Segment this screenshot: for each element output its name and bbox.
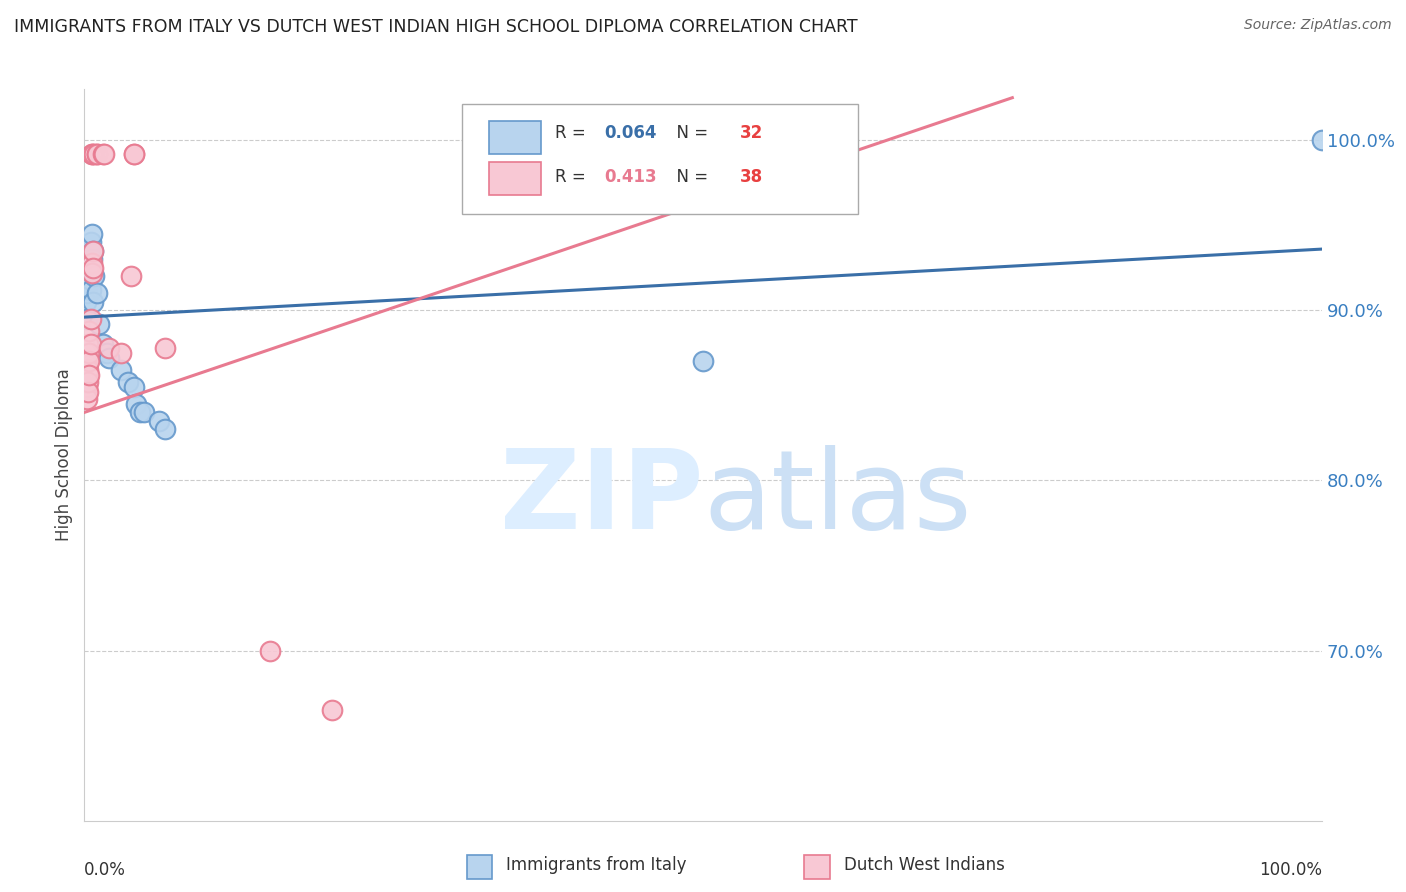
Point [120, 269, 142, 284]
Text: 0.413: 0.413 [605, 168, 657, 186]
Point [79, 260, 101, 275]
Text: Source: ZipAtlas.com: Source: ZipAtlas.com [1244, 18, 1392, 32]
Point [80, 256, 103, 270]
Point [89, 317, 111, 331]
Point [153, 341, 176, 355]
Point [77, 269, 100, 284]
Point [75, 354, 97, 368]
Text: atlas: atlas [703, 445, 972, 552]
Point [79, 346, 101, 360]
Point [122, 380, 145, 394]
Point [91, 337, 114, 351]
Point [98, 341, 121, 355]
Point [79, 311, 101, 326]
Point [86, 146, 108, 161]
Point [79, 235, 101, 250]
Point [76, 392, 98, 406]
Point [76, 286, 98, 301]
Point [76, 380, 98, 394]
Point [93, 146, 115, 161]
Point [77, 252, 100, 267]
Point [80, 146, 103, 161]
Point [82, 244, 104, 258]
Y-axis label: High School Diploma: High School Diploma [55, 368, 73, 541]
Text: R =: R = [554, 168, 591, 186]
Text: 0.0%: 0.0% [84, 861, 127, 879]
Point [76, 346, 98, 360]
Text: 0.064: 0.064 [605, 124, 657, 142]
Point [98, 351, 121, 365]
Point [815, 146, 838, 161]
Point [125, 397, 148, 411]
Point [83, 146, 105, 161]
Text: R =: R = [554, 124, 591, 142]
Point [80, 146, 103, 161]
Point [76, 358, 98, 372]
Point [79, 273, 101, 287]
Point [79, 256, 101, 270]
Point [77, 266, 100, 280]
FancyBboxPatch shape [489, 120, 541, 153]
Point [86, 286, 108, 301]
Point [82, 244, 104, 258]
Point [79, 354, 101, 368]
Text: Immigrants from Italy: Immigrants from Italy [506, 856, 686, 874]
Point [75, 294, 97, 309]
FancyBboxPatch shape [489, 162, 541, 195]
Point [259, 643, 281, 657]
Point [96, 346, 118, 360]
Point [122, 146, 145, 161]
Point [122, 146, 145, 161]
Point [129, 405, 152, 419]
Point [76, 368, 98, 382]
Point [77, 375, 100, 389]
Point [80, 266, 103, 280]
Point [82, 260, 104, 275]
Point [79, 368, 101, 382]
Point [132, 405, 155, 419]
Point [77, 363, 100, 377]
Text: IMMIGRANTS FROM ITALY VS DUTCH WEST INDIAN HIGH SCHOOL DIPLOMA CORRELATION CHART: IMMIGRANTS FROM ITALY VS DUTCH WEST INDI… [14, 18, 858, 36]
Point [77, 337, 100, 351]
Point [91, 146, 114, 161]
Point [110, 363, 132, 377]
Point [1310, 133, 1333, 147]
Point [692, 354, 714, 368]
Point [79, 337, 101, 351]
Text: 100.0%: 100.0% [1258, 861, 1322, 879]
Text: ZIP: ZIP [499, 445, 703, 552]
Point [79, 283, 101, 297]
Point [77, 384, 100, 399]
Point [79, 324, 101, 338]
Point [153, 422, 176, 436]
Point [83, 269, 105, 284]
Point [82, 294, 104, 309]
Point [148, 414, 170, 428]
Text: Dutch West Indians: Dutch West Indians [844, 856, 1004, 874]
Point [80, 227, 103, 241]
Text: 38: 38 [740, 168, 763, 186]
FancyBboxPatch shape [461, 103, 858, 213]
Point [110, 346, 132, 360]
Point [86, 146, 108, 161]
Point [75, 375, 97, 389]
Point [117, 375, 139, 389]
Text: N =: N = [666, 168, 713, 186]
Text: 32: 32 [740, 124, 763, 142]
Point [75, 371, 97, 385]
Point [79, 244, 101, 258]
Point [76, 311, 98, 326]
Point [80, 252, 103, 267]
Text: N =: N = [666, 124, 713, 142]
Point [321, 703, 343, 717]
